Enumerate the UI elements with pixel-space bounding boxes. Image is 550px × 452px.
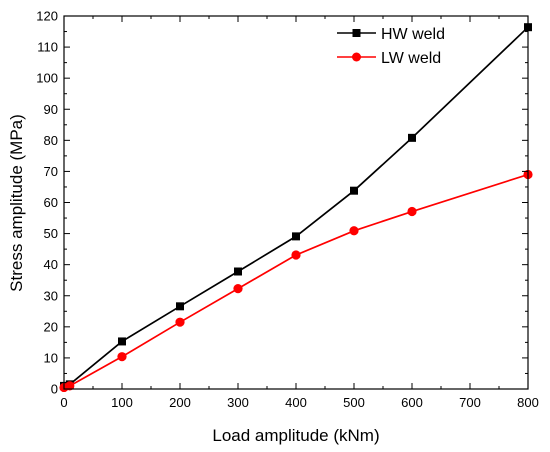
y-tick-label: 100 — [36, 71, 58, 86]
series-line-lw-weld — [63, 173, 529, 389]
data-point-lw-weld — [65, 381, 75, 391]
legend: HW weld LW weld — [337, 26, 445, 67]
data-point-lw-weld — [291, 250, 301, 260]
legend-label-hw-weld: HW weld — [381, 26, 445, 43]
y-tick-label: 110 — [37, 40, 58, 55]
data-point-hw-weld — [234, 267, 242, 276]
legend-label-lw-weld: LW weld — [381, 50, 441, 67]
plot-frame — [63, 15, 529, 390]
y-tick-label: 120 — [36, 9, 58, 24]
data-point-hw-weld — [176, 302, 184, 311]
legend-marker-lw-weld — [352, 52, 361, 62]
y-tick-label: 90 — [44, 102, 58, 117]
axes-layer: 0 100 200 300 400 500 600 700 800 0 10 20 30 40 50 60 70… — [36, 9, 539, 411]
x-tick-label: 800 — [517, 395, 539, 410]
series-hw-weld — [60, 23, 532, 390]
data-point-lw-weld — [117, 352, 127, 362]
series-lw-weld — [59, 169, 533, 393]
y-tick-label: 20 — [44, 319, 58, 334]
x-tick-label: 500 — [343, 395, 365, 410]
y-axis-title: Stress amplitude (MPa) — [7, 114, 26, 292]
x-axis-title: Load amplitude (kNm) — [212, 426, 379, 445]
x-tick-label: 100 — [111, 395, 133, 410]
y-tick-label: 10 — [44, 350, 58, 365]
y-tick-label: 60 — [44, 195, 58, 210]
data-point-hw-weld — [118, 337, 126, 346]
data-point-hw-weld — [292, 232, 300, 241]
x-tick-label: 300 — [227, 395, 249, 410]
x-tick-label: 700 — [459, 395, 481, 410]
series-layer — [59, 23, 533, 393]
x-tick-label: 0 — [60, 395, 67, 410]
y-tick-label: 50 — [44, 226, 58, 241]
data-point-lw-weld — [175, 317, 185, 327]
y-tick-label: 80 — [44, 133, 58, 148]
legend-marker-hw-weld — [352, 29, 361, 37]
y-tick-label: 70 — [44, 164, 58, 179]
x-tick-label: 600 — [401, 395, 423, 410]
data-point-hw-weld — [408, 133, 416, 142]
data-point-hw-weld — [350, 186, 358, 195]
data-point-lw-weld — [407, 206, 417, 217]
y-tick-label: 30 — [44, 288, 58, 303]
series-line-hw-weld — [63, 26, 529, 387]
data-point-lw-weld — [233, 284, 243, 294]
y-tick-label: 40 — [44, 257, 58, 272]
y-tick-label: 0 — [51, 382, 58, 397]
x-tick-label: 200 — [169, 395, 191, 410]
x-tick-label: 400 — [285, 395, 307, 410]
data-point-lw-weld — [349, 226, 359, 236]
